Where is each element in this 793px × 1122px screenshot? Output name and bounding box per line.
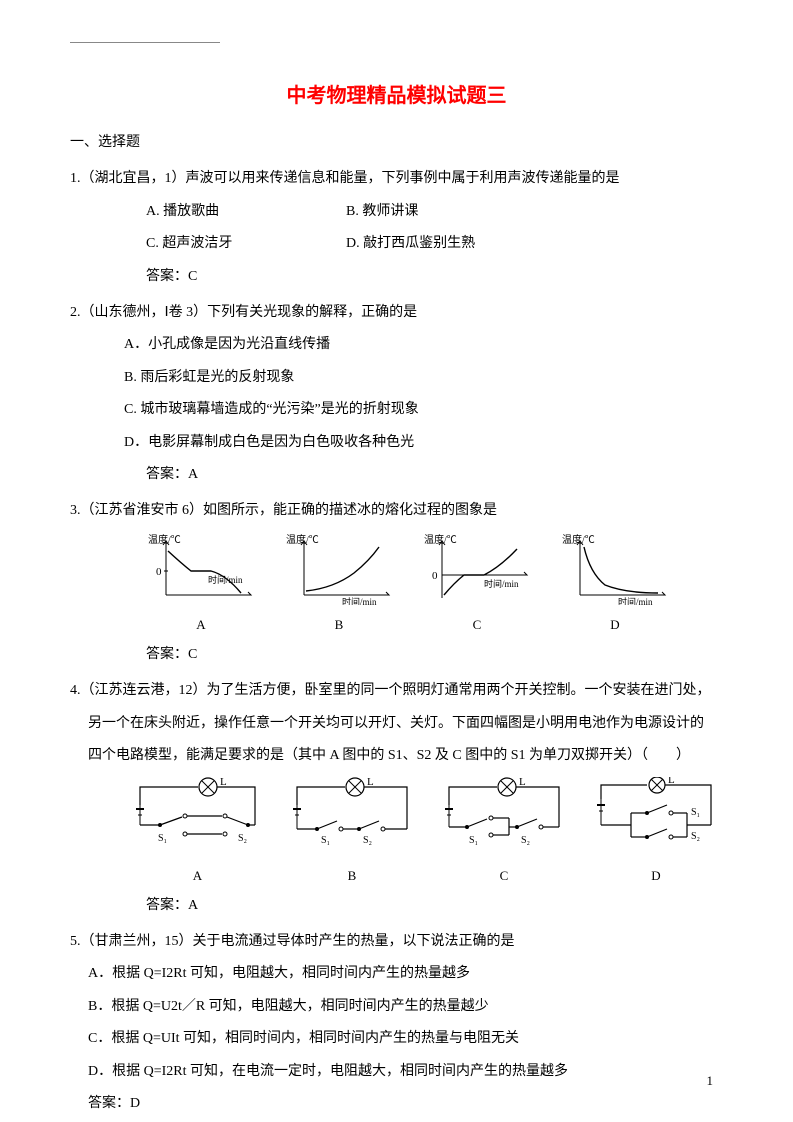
q2-option-b: B. 雨后彩虹是光的反射现象 [70,367,723,389]
q4-answer: 答案：A [70,895,723,917]
q5-option-c: C．根据 Q=UIt 可知，相同时间内，相同时间内产生的热量与电阻无关 [70,1028,723,1050]
xlabel-b: 时间/min [342,596,377,605]
svg-text:S₂: S₂ [238,833,247,844]
q3-label-c: C [422,615,532,636]
q3-graph-d: 温度/℃ 时间/min D [560,533,670,636]
q3-graph-a: 温度/℃ 0 时间/min A [146,533,256,636]
q3-label-b: B [284,615,394,636]
q1-option-b: B. 教师讲课 [346,201,418,223]
svg-text:S₁: S₁ [321,835,330,846]
header-rule [70,42,220,43]
q5-answer: 答案：D [70,1093,723,1115]
xlabel-a: 时间/min [208,574,243,585]
svg-text:L: L [519,777,526,788]
svg-text:S₁: S₁ [158,833,167,844]
question-4: 4.（江苏连云港，12）为了生活方便，卧室里的同一个照明灯通常用两个开关控制。一… [70,680,723,917]
svg-text:S₁: S₁ [469,835,478,846]
q1-option-a: A. 播放歌曲 [146,201,346,223]
q3-label-d: D [560,615,670,636]
question-3: 3.（江苏省淮安市 6）如图所示，能正确的描述冰的熔化过程的图象是 温度/℃ 0… [70,500,723,666]
q1-stem: 1.（湖北宜昌，1）声波可以用来传递信息和能量，下列事例中属于利用声波传递能量的… [70,168,723,190]
q2-stem: 2.（山东德州，Ⅰ卷 3）下列有关光现象的解释，正确的是 [70,302,723,324]
svg-text:S₂: S₂ [521,835,530,846]
q4-label-d: D [591,866,721,887]
svg-text:S₂: S₂ [691,831,700,842]
origin-c: 0 [432,570,438,582]
q3-graph-b: 温度/℃ 时间/min B [284,533,394,636]
section-heading: 一、选择题 [70,132,723,154]
q4-label-c: C [439,866,569,887]
q3-graph-c: 温度/℃ 0 时间/min C [422,533,532,636]
xlabel-d: 时间/min [618,596,653,605]
ylabel-b: 温度/℃ [286,533,319,546]
q5-option-d: D．根据 Q=I2Rt 可知，在电流一定时，电阻越大，相同时间内产生的热量越多 [70,1061,723,1083]
page-title: 中考物理精品模拟试题三 [70,80,723,112]
origin-a: 0 [156,566,162,578]
q5-option-a: A．根据 Q=I2Rt 可知，电阻越大，相同时间内产生的热量越多 [70,963,723,985]
q4-circuit-d: L S₁ S₂ [591,777,721,886]
question-5: 5.（甘肃兰州，15）关于电流通过导体时产生的热量，以下说法正确的是 A．根据 … [70,931,723,1115]
q2-option-c: C. 城市玻璃幕墙造成的“光污染”是光的折射现象 [70,399,723,421]
q2-option-a: A．小孔成像是因为光沿直线传播 [70,334,723,356]
q4-stem3: 四个电路模型，能满足要求的是（其中 A 图中的 S1、S2 及 C 图中的 S1… [70,745,723,767]
q1-option-c: C. 超声波洁牙 [146,233,346,255]
ylabel-d: 温度/℃ [562,533,595,546]
ylabel-a: 温度/℃ [148,533,181,546]
page-number: 1 [707,1071,714,1092]
question-1: 1.（湖北宜昌，1）声波可以用来传递信息和能量，下列事例中属于利用声波传递能量的… [70,168,723,288]
q5-stem: 5.（甘肃兰州，15）关于电流通过导体时产生的热量，以下说法正确的是 [70,931,723,953]
svg-text:S₁: S₁ [691,807,700,818]
svg-text:S₂: S₂ [363,835,372,846]
q4-figures: L S₁ S₂ A [70,777,723,886]
q2-option-d: D．电影屏幕制成白色是因为白色吸收各种色光 [70,432,723,454]
q2-answer: 答案：A [70,464,723,486]
question-2: 2.（山东德州，Ⅰ卷 3）下列有关光现象的解释，正确的是 A．小孔成像是因为光沿… [70,302,723,486]
xlabel-c: 时间/min [484,578,519,589]
ylabel-c: 温度/℃ [424,533,457,546]
q4-label-b: B [287,866,417,887]
q4-stem1: 4.（江苏连云港，12）为了生活方便，卧室里的同一个照明灯通常用两个开关控制。一… [70,680,723,702]
q5-option-b: B．根据 Q=U2t／R 可知，电阻越大，相同时间内产生的热量越少 [70,996,723,1018]
q3-answer: 答案：C [70,644,723,666]
q4-circuit-b: L S₁ S₂ B [287,777,417,886]
q1-option-d: D. 敲打西瓜鉴别生熟 [346,233,475,255]
q4-label-a: A [130,866,265,887]
svg-text:L: L [367,777,374,788]
q4-stem2: 另一个在床头附近，操作任意一个开关均可以开灯、关灯。下面四幅图是小明用电池作为电… [70,713,723,735]
q1-answer: 答案：C [70,266,723,288]
q4-circuit-a: L S₁ S₂ A [130,777,265,886]
q4-circuit-c: L S₁ S₂ C [439,777,569,886]
q3-figures: 温度/℃ 0 时间/min A 温度/℃ 时间/min [70,533,723,636]
svg-text:L: L [220,777,227,788]
q3-label-a: A [146,615,256,636]
q3-stem: 3.（江苏省淮安市 6）如图所示，能正确的描述冰的熔化过程的图象是 [70,500,723,522]
